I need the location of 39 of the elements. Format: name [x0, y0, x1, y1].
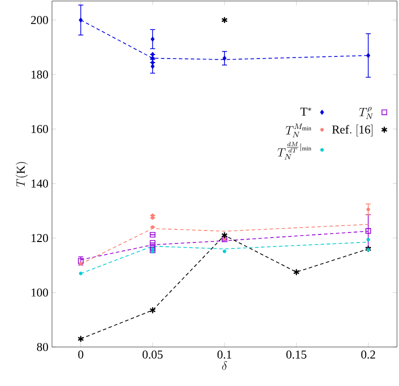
- point: [365, 228, 372, 234]
- point: [150, 64, 155, 69]
- x-tick-label: 0.2: [361, 350, 376, 359]
- y-tick-label: 120: [32, 234, 48, 242]
- y-tick-label: 100: [32, 288, 48, 297]
- y-tick-label: 140: [32, 179, 48, 188]
- point: [222, 250, 226, 254]
- point: [293, 268, 300, 276]
- point: [366, 208, 370, 212]
- point: [78, 272, 83, 276]
- point: [366, 52, 370, 58]
- point: [150, 52, 155, 57]
- legend-label: $\mathrm{Ref.~[16]}$: [332, 124, 372, 136]
- point: [150, 36, 155, 42]
- point: [366, 238, 370, 242]
- x-tick-label: 0.05: [142, 350, 163, 359]
- point: [221, 16, 228, 24]
- y-axis-title: $T(\mathrm{K})$: [16, 162, 28, 187]
- point: [149, 306, 156, 314]
- legend-label: $T_N^{\frac{dM}{dT}|_{\min}}$: [278, 142, 312, 160]
- x-axis-title: $\delta$: [222, 361, 227, 370]
- legend-label: $T_N^{M_{\min}}$: [286, 124, 312, 138]
- point: [150, 240, 156, 246]
- point: [78, 17, 83, 23]
- x-tick-label: 0: [78, 350, 84, 359]
- legend-label: $T_N^{\rho}$: [359, 106, 373, 120]
- y-tick-label: 80: [36, 342, 48, 352]
- point: [78, 258, 84, 264]
- x-tick-label: 0.15: [286, 350, 306, 359]
- x-tick-label: 0.1: [217, 350, 232, 359]
- point: [221, 232, 228, 239]
- point: [150, 232, 156, 238]
- point: [150, 244, 156, 250]
- point: [222, 56, 226, 61]
- y-tick-label: 160: [32, 125, 48, 134]
- point: [78, 335, 84, 342]
- y-tick-label: 180: [32, 70, 48, 79]
- legend-label: $\mathrm{T}^{*}$: [300, 108, 312, 116]
- y-tick-label: 200: [31, 16, 48, 24]
